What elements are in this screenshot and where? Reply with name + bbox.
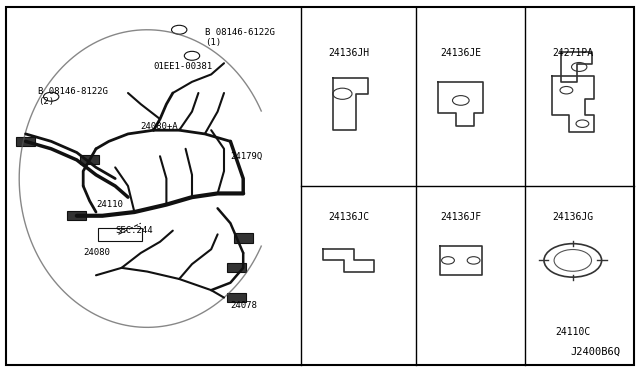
Text: 24136JG: 24136JG [552,212,593,222]
Text: B 08146-8122G
(2): B 08146-8122G (2) [38,87,108,106]
Bar [80,155,99,164]
Bar [234,233,253,243]
Text: 24080+A: 24080+A [141,122,179,131]
Bar [227,293,246,302]
Text: 24179Q: 24179Q [230,152,262,161]
Text: SEC.244: SEC.244 [115,226,153,235]
Bar [67,211,86,220]
Text: J2400B6Q: J2400B6Q [571,347,621,357]
Bar [16,137,35,146]
Text: 24080: 24080 [83,248,110,257]
Bar [227,263,246,272]
Text: B 08146-6122G
(1): B 08146-6122G (1) [205,28,275,47]
Text: 24271PA: 24271PA [552,48,593,58]
Text: 24136JH: 24136JH [328,48,369,58]
Text: 01EE1-00381: 01EE1-00381 [154,62,212,71]
Text: 24110: 24110 [96,200,123,209]
Text: 24110C: 24110C [555,327,591,337]
Text: 24136JF: 24136JF [440,212,481,222]
Text: 24078: 24078 [230,301,257,310]
Text: 24136JC: 24136JC [328,212,369,222]
Text: 24136JE: 24136JE [440,48,481,58]
